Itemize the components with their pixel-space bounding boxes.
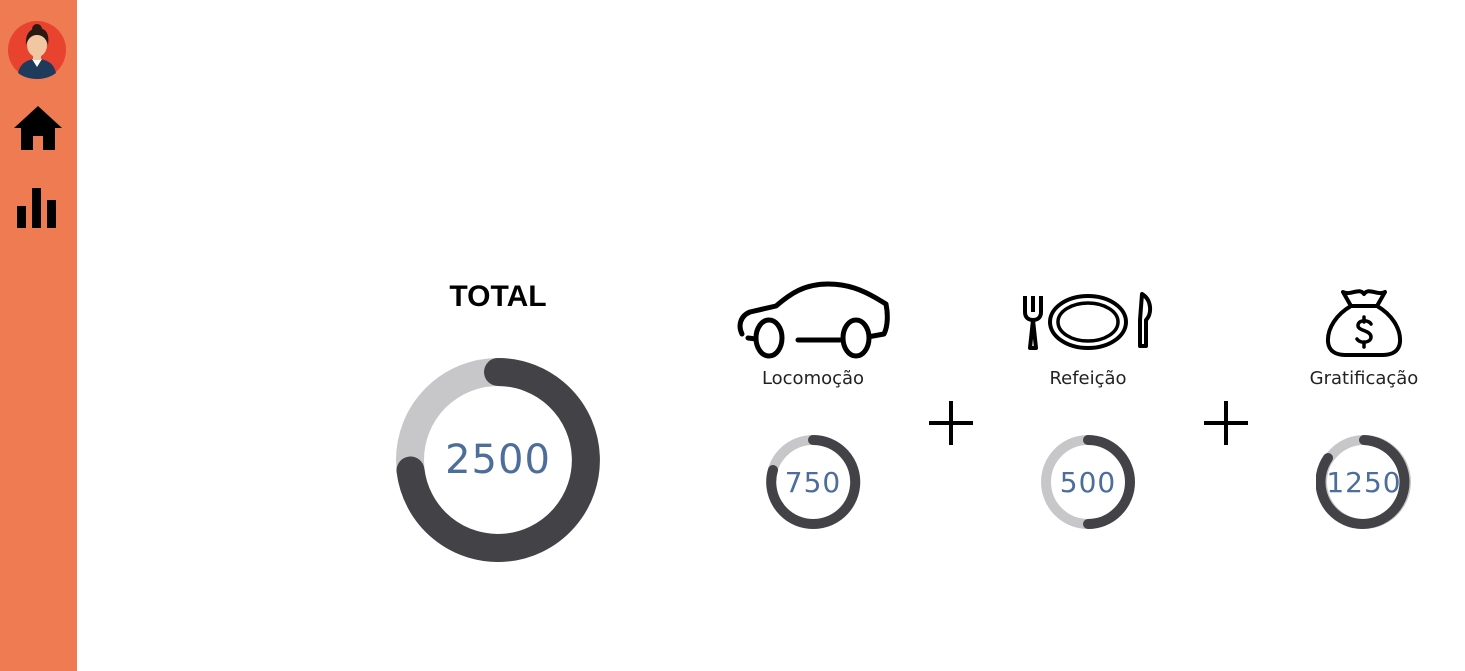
user-avatar-icon[interactable]	[8, 21, 66, 79]
category-donut-gratificacao: 1250	[1316, 434, 1412, 530]
category-value-refeicao: 500	[1059, 465, 1117, 499]
category-donut-locomocao: 750	[765, 434, 861, 530]
plus-operator-2	[1196, 390, 1256, 456]
total-donut-arc	[396, 358, 600, 562]
sidebar	[0, 0, 77, 671]
total-title: TOTAL	[449, 280, 547, 313]
category-label-refeicao: Refeição	[1049, 368, 1127, 389]
plate-cutlery-icon	[1020, 290, 1156, 352]
category-donut-refeicao: 500	[1040, 434, 1136, 530]
total-value: 2500	[445, 437, 551, 483]
plus-operator-1	[921, 390, 981, 456]
category-value-gratificacao: 1250	[1326, 465, 1402, 499]
home-icon[interactable]	[12, 104, 64, 152]
category-label-locomocao: Locomoção	[761, 368, 865, 389]
money-bag-icon	[1323, 284, 1405, 358]
category-value-locomocao: 750	[784, 465, 842, 499]
total-donut: 2500	[396, 358, 600, 562]
category-label-gratificacao: Gratificação	[1309, 368, 1419, 389]
bar-chart-icon[interactable]	[15, 186, 59, 230]
car-icon	[736, 280, 890, 362]
